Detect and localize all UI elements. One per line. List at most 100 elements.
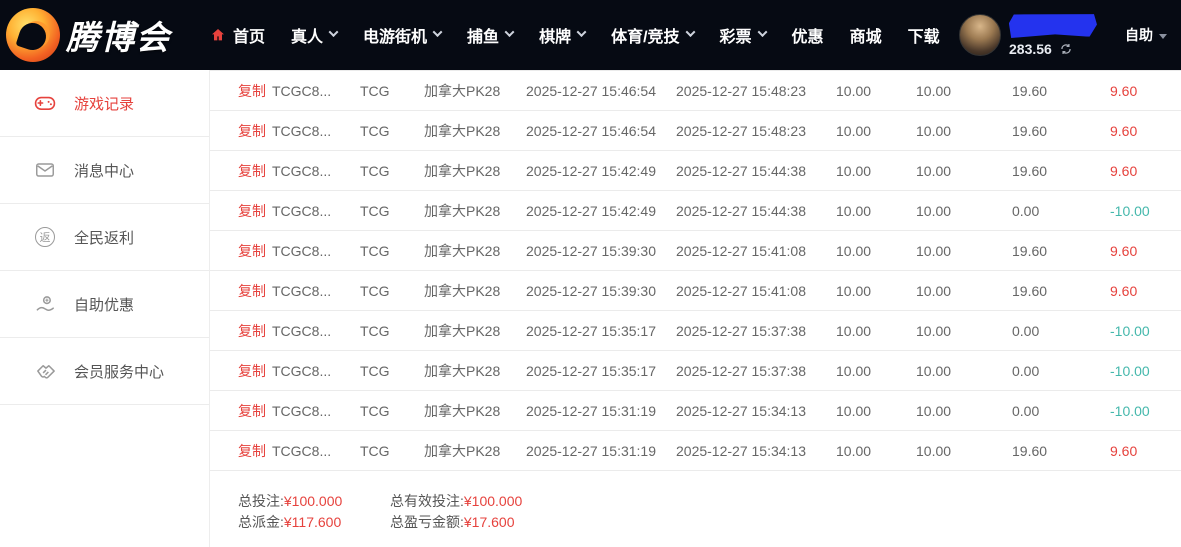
payout-amount: 19.60 xyxy=(1012,242,1048,259)
table-row: 复制 TCGC8... TCG 加拿大PK28 2025-12-27 15:39… xyxy=(210,271,1181,311)
settle-time: 2025-12-27 15:44:38 xyxy=(676,162,806,179)
bet-id: TCGC8... xyxy=(272,362,332,379)
nav-item-sports[interactable]: 体育/竞技 xyxy=(598,0,706,70)
valid-bet-amount: 10.00 xyxy=(916,202,952,219)
bet-amount: 10.00 xyxy=(836,362,872,379)
chevron-down-icon xyxy=(432,27,443,38)
bet-time: 2025-12-27 15:42:49 xyxy=(526,162,656,179)
self-service-dropdown[interactable]: 自助 xyxy=(1125,25,1167,45)
nav-item-mall[interactable]: 商城 xyxy=(837,0,895,70)
game-name: 加拿大PK28 xyxy=(424,162,501,179)
phoenix-logo-icon xyxy=(6,8,60,62)
payout-amount: 0.00 xyxy=(1012,362,1040,379)
vendor: TCG xyxy=(360,82,390,99)
payout-amount: 0.00 xyxy=(1012,202,1040,219)
bet-time: 2025-12-27 15:39:30 xyxy=(526,282,656,299)
total-valid-bet: 总有效投注:¥100.000 xyxy=(390,493,523,509)
bet-time: 2025-12-27 15:35:17 xyxy=(526,362,656,379)
copy-link[interactable]: 复制 xyxy=(238,282,266,299)
vendor: TCG xyxy=(360,162,390,179)
copy-link[interactable]: 复制 xyxy=(238,82,266,99)
settle-time: 2025-12-27 15:48:23 xyxy=(676,122,806,139)
nav-item-promos[interactable]: 优惠 xyxy=(779,0,837,70)
sidebar-item-label: 自助优惠 xyxy=(74,296,135,314)
vendor: TCG xyxy=(360,362,390,379)
game-name: 加拿大PK28 xyxy=(424,242,501,259)
valid-bet-amount: 10.00 xyxy=(916,402,952,419)
rebate-icon: 返 xyxy=(33,225,57,249)
balance-amount: 283.56 xyxy=(1009,41,1052,57)
sidebar-item-self-promos[interactable]: 自助优惠 xyxy=(0,271,209,338)
copy-link[interactable]: 复制 xyxy=(238,122,266,139)
nav-label: 棋牌 xyxy=(539,29,572,46)
copy-link[interactable]: 复制 xyxy=(238,442,266,459)
nav-item-lottery[interactable]: 彩票 xyxy=(707,0,779,70)
gamepad-icon xyxy=(33,91,57,115)
valid-bet-amount: 10.00 xyxy=(916,442,952,459)
valid-bet-amount: 10.00 xyxy=(916,242,952,259)
nav-item-home[interactable]: 首页 xyxy=(197,0,278,70)
game-name: 加拿大PK28 xyxy=(424,322,501,339)
copy-link[interactable]: 复制 xyxy=(238,162,266,179)
bet-id: TCGC8... xyxy=(272,122,332,139)
nav-item-cards[interactable]: 棋牌 xyxy=(526,0,598,70)
records-table: 复制 TCGC8... TCG 加拿大PK28 2025-12-27 15:46… xyxy=(210,70,1181,471)
mail-icon xyxy=(33,158,57,182)
vendor: TCG xyxy=(360,322,390,339)
avatar[interactable] xyxy=(959,14,1001,56)
bet-amount: 10.00 xyxy=(836,122,872,139)
settle-time: 2025-12-27 15:48:23 xyxy=(676,82,806,99)
sidebar-item-rebate[interactable]: 返 全民返利 xyxy=(0,204,209,271)
top-navbar: 腾博会 首页 真人 电游街机 捕鱼 棋牌 体育/竞技 彩票 xyxy=(0,0,1181,70)
payout-amount: 19.60 xyxy=(1012,82,1048,99)
game-name: 加拿大PK28 xyxy=(424,122,501,139)
sidebar-item-label: 消息中心 xyxy=(74,162,135,180)
valid-bet-amount: 10.00 xyxy=(916,362,952,379)
bet-amount: 10.00 xyxy=(836,202,872,219)
nav-item-live[interactable]: 真人 xyxy=(278,0,350,70)
game-name: 加拿大PK28 xyxy=(424,402,501,419)
table-row: 复制 TCGC8... TCG 加拿大PK28 2025-12-27 15:31… xyxy=(210,391,1181,431)
bet-id: TCGC8... xyxy=(272,202,332,219)
profit-amount: 9.60 xyxy=(1110,242,1138,259)
nav-item-download[interactable]: 下载 xyxy=(895,0,953,70)
game-name: 加拿大PK28 xyxy=(424,202,501,219)
nav-item-egames[interactable]: 电游街机 xyxy=(350,0,454,70)
table-row: 复制 TCGC8... TCG 加拿大PK28 2025-12-27 15:42… xyxy=(210,151,1181,191)
copy-link[interactable]: 复制 xyxy=(238,242,266,259)
user-area: 283.56 自助 xyxy=(959,13,1167,57)
bet-amount: 10.00 xyxy=(836,162,872,179)
nav-label: 优惠 xyxy=(791,29,824,46)
bet-id: TCGC8... xyxy=(272,82,332,99)
main-nav: 首页 真人 电游街机 捕鱼 棋牌 体育/竞技 彩票 优惠 商 xyxy=(197,0,953,70)
settle-time: 2025-12-27 15:41:08 xyxy=(676,242,806,259)
chevron-down-icon xyxy=(757,27,767,38)
nav-item-fishing[interactable]: 捕鱼 xyxy=(454,0,526,70)
sidebar-item-member-service[interactable]: 会员服务中心 xyxy=(0,338,209,405)
sidebar-item-game-records[interactable]: 游戏记录 xyxy=(0,70,209,137)
vendor: TCG xyxy=(360,122,390,139)
payout-amount: 19.60 xyxy=(1012,162,1048,179)
valid-bet-amount: 10.00 xyxy=(916,282,952,299)
copy-link[interactable]: 复制 xyxy=(238,202,266,219)
table-row: 复制 TCGC8... TCG 加拿大PK28 2025-12-27 15:35… xyxy=(210,351,1181,391)
nav-label: 彩票 xyxy=(719,29,752,46)
copy-link[interactable]: 复制 xyxy=(238,402,266,419)
home-icon xyxy=(210,27,226,43)
brand-logo[interactable]: 腾博会 xyxy=(6,8,171,62)
bet-time: 2025-12-27 15:39:30 xyxy=(526,242,656,259)
copy-link[interactable]: 复制 xyxy=(238,362,266,379)
bet-amount: 10.00 xyxy=(836,442,872,459)
vendor: TCG xyxy=(360,442,390,459)
vendor: TCG xyxy=(360,202,390,219)
bet-id: TCGC8... xyxy=(272,322,332,339)
bet-time: 2025-12-27 15:46:54 xyxy=(526,82,656,99)
copy-link[interactable]: 复制 xyxy=(238,322,266,339)
refresh-balance-icon[interactable] xyxy=(1059,42,1073,56)
sidebar-item-message-center[interactable]: 消息中心 xyxy=(0,137,209,204)
valid-bet-amount: 10.00 xyxy=(916,322,952,339)
game-name: 加拿大PK28 xyxy=(424,82,501,99)
bet-time: 2025-12-27 15:31:19 xyxy=(526,402,656,419)
table-row: 复制 TCGC8... TCG 加拿大PK28 2025-12-27 15:46… xyxy=(210,71,1181,111)
self-service-label: 自助 xyxy=(1125,27,1153,43)
